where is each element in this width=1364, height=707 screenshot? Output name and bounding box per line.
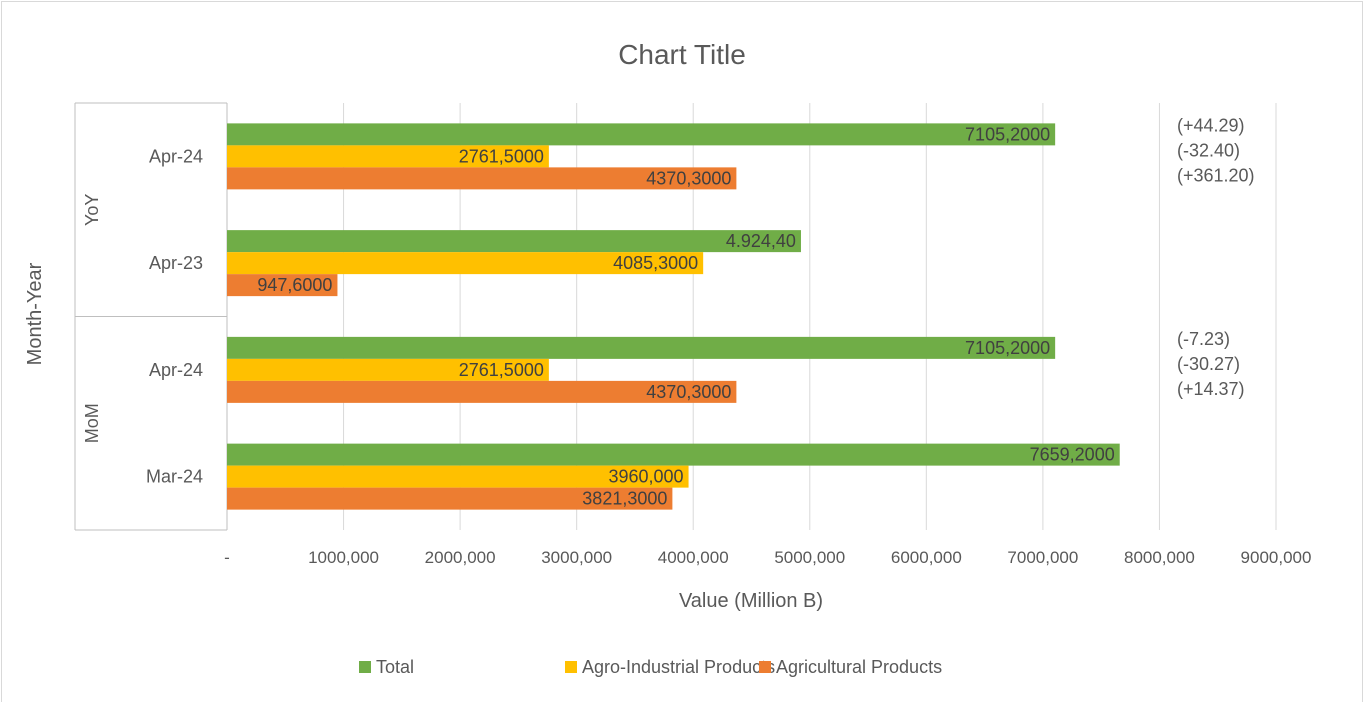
bar xyxy=(227,230,801,253)
x-tick-label: 6000,000 xyxy=(891,548,962,567)
x-tick-label: 2000,000 xyxy=(425,548,496,567)
y-category-label: Apr-24 xyxy=(149,146,203,166)
bar-data-label: 3960,000 xyxy=(608,467,683,487)
bar-data-label: 4.924,40 xyxy=(726,231,796,251)
annotation-text: (+14.37) xyxy=(1177,379,1245,399)
y-axis-title: Month-Year xyxy=(24,262,46,365)
legend: Total Agro-Industrial Products Agricultura… xyxy=(359,657,942,677)
y-group-label: MoM xyxy=(82,403,102,443)
x-tick-label: 9000,000 xyxy=(1241,548,1312,567)
x-tick-label: 5000,000 xyxy=(774,548,845,567)
legend-swatch xyxy=(759,661,771,673)
legend-swatch xyxy=(565,661,577,673)
x-tick-labels: - 1000,000 2000,000 3000,000 4000,000 5000,00… xyxy=(224,548,1311,567)
annotation-text: (-7.23) xyxy=(1177,329,1230,349)
x-tick-label: 8000,000 xyxy=(1124,548,1195,567)
annotation-text: (-30.27) xyxy=(1177,354,1240,374)
bar xyxy=(227,123,1056,146)
bar xyxy=(227,443,1120,466)
x-tick-label: 3000,000 xyxy=(541,548,612,567)
legend-label: Total xyxy=(376,657,414,677)
bar-data-label: 3821,3000 xyxy=(582,489,667,509)
y-category-label: Mar-24 xyxy=(146,467,203,487)
annotation-text: (-32.40) xyxy=(1177,140,1240,160)
bar-data-label: 2761,5000 xyxy=(459,360,544,380)
bar xyxy=(227,252,704,275)
bar-data-label: 7105,2000 xyxy=(965,124,1050,144)
x-axis-title: Value (Million B) xyxy=(679,590,823,612)
annotation-text: (+44.29) xyxy=(1177,115,1245,135)
y-category-label: Apr-23 xyxy=(149,253,203,273)
y-group-label: YoY xyxy=(82,194,102,226)
legend-swatch xyxy=(359,661,371,673)
legend-label: Agro-Industrial Products xyxy=(582,657,775,677)
bar-data-label: 4370,3000 xyxy=(646,382,731,402)
bar-data-label: 4085,3000 xyxy=(613,253,698,273)
y-group-labels: YoY MoM xyxy=(82,194,102,444)
bar-data-label: 947,6000 xyxy=(257,275,332,295)
y-category-labels: Apr-24 Apr-23 Apr-24 Mar-24 xyxy=(146,146,203,486)
annotations: (+44.29) (-32.40) (+361.20) (-7.23) (-30.27)… xyxy=(1177,115,1255,399)
bar xyxy=(227,358,549,381)
x-tick-label: 7000,000 xyxy=(1007,548,1078,567)
bar-data-label: 4370,3000 xyxy=(646,168,731,188)
bar xyxy=(227,167,737,190)
bar-labels: 7105,2000 2761,5000 4370,3000 4.924,40 4085,… xyxy=(257,124,1114,508)
x-tick-label: 4000,000 xyxy=(658,548,729,567)
bar xyxy=(227,465,689,488)
bar-data-label: 7105,2000 xyxy=(965,338,1050,358)
x-tick-label: - xyxy=(224,548,230,567)
y-category-label: Apr-24 xyxy=(149,360,203,380)
annotation-text: (+361.20) xyxy=(1177,165,1255,185)
bar xyxy=(227,380,737,403)
group-separators xyxy=(74,102,227,531)
legend-label: Agricultural Products xyxy=(776,657,942,677)
bar xyxy=(227,274,338,297)
bar xyxy=(227,336,1056,359)
bar-data-label: 7659,2000 xyxy=(1030,445,1115,465)
bar-data-label: 2761,5000 xyxy=(459,146,544,166)
chart-title: Chart Title xyxy=(618,39,746,70)
x-tick-label: 1000,000 xyxy=(308,548,379,567)
bar xyxy=(227,487,673,510)
bars xyxy=(227,123,1120,510)
bar xyxy=(227,145,549,168)
